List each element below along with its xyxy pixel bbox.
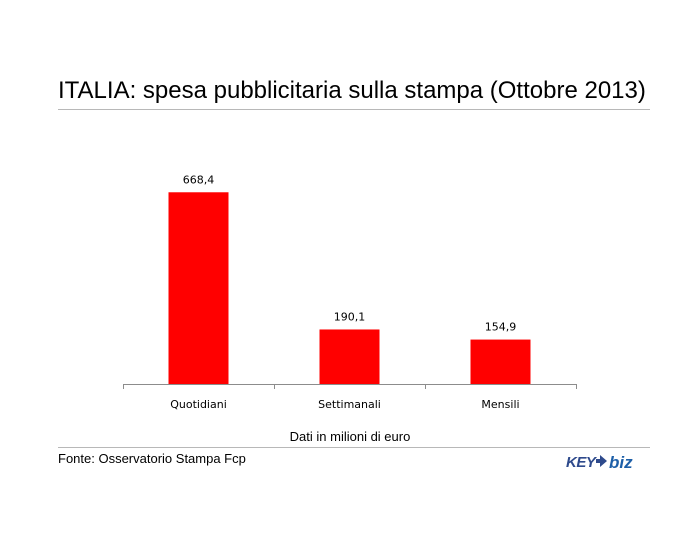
logo-graphic: KEY biz xyxy=(566,453,633,472)
footer-divider xyxy=(58,447,650,448)
logo-left-text: KEY xyxy=(566,454,598,471)
keybiz-logo: KEY biz xyxy=(566,451,640,478)
logo-arrow-icon xyxy=(596,455,607,467)
value-label-mensili: 154,9 xyxy=(485,321,517,334)
source-note: Fonte: Osservatorio Stampa Fcp xyxy=(58,451,246,466)
chart-caption: Dati in milioni di euro xyxy=(289,429,411,444)
category-label-mensili: Mensili xyxy=(481,398,519,411)
bar-chart: 668,4 190,1 154,9 Quotidiani Settimanali Men… xyxy=(123,173,577,411)
logo-right-text: biz xyxy=(609,453,633,472)
category-label-quotidiani: Quotidiani xyxy=(170,398,227,411)
title-divider xyxy=(58,109,650,110)
value-label-quotidiani: 668,4 xyxy=(183,173,215,186)
bar-mensili xyxy=(470,339,531,384)
value-label-settimanali: 190,1 xyxy=(334,310,366,323)
bar-settimanali xyxy=(319,329,380,384)
chart-title: ITALIA: spesa pubblicitaria sulla stampa… xyxy=(58,77,646,104)
category-label-settimanali: Settimanali xyxy=(318,398,381,411)
bar-quotidiani xyxy=(168,192,229,384)
